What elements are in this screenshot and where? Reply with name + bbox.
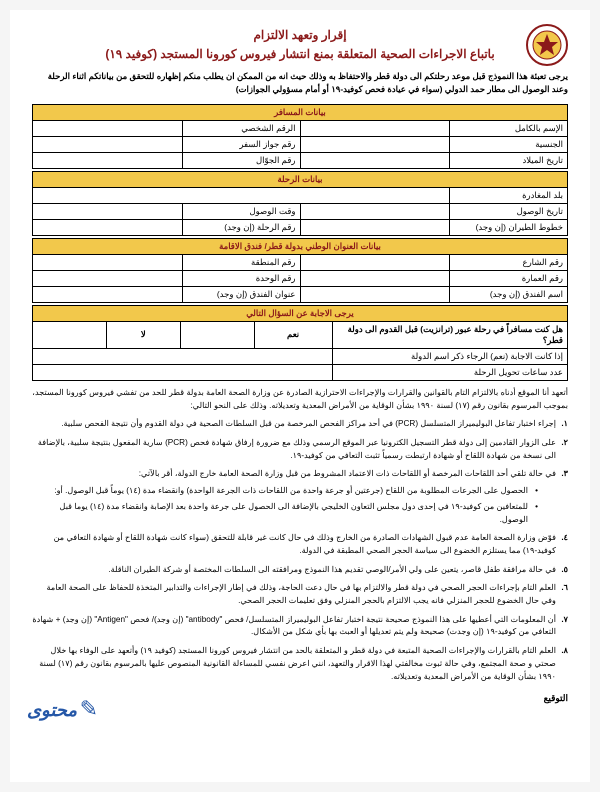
input-cell[interactable] (33, 348, 333, 364)
label: رقم الشارع (450, 254, 568, 270)
watermark-text: محتوى (27, 700, 77, 720)
input-cell[interactable] (33, 120, 183, 136)
pledge-sub: الحصول على الجرعات المطلوبة من اللقاح (ج… (32, 485, 538, 498)
pledge-item: فوّض وزارة الصحة العامة عدم قبول الشهادا… (32, 532, 568, 557)
label: رقم الوحدة (182, 270, 300, 286)
pledge-list: إجراء اختبار تفاعل البوليميراز المتسلسل … (32, 418, 568, 683)
title-line1: إقرار وتعهد الالتزام (32, 26, 568, 45)
question-1: هل كنت مسافراً في رحلة عبور (ترانزيت) قب… (332, 321, 567, 348)
input-cell[interactable] (300, 219, 450, 235)
label: الإسم بالكامل (450, 120, 568, 136)
no-box[interactable] (33, 321, 107, 348)
input-cell[interactable] (33, 152, 183, 168)
question-table: يرجى الاجابة عن السؤال التالي هل كنت مسا… (32, 305, 568, 381)
yes-box[interactable] (180, 321, 254, 348)
question-3: عدد ساعات تحويل الرحلة (332, 364, 567, 380)
address-table: بيانات العنوان الوطني بدولة قطر/ فندق ال… (32, 238, 568, 303)
pledge-item: في حالة مرافقة طفل قاصر، يتعين على ولي ا… (32, 564, 568, 577)
label: اسم الفندق (إن وجد) (450, 286, 568, 302)
section-passenger-header: بيانات المسافر (33, 104, 568, 120)
input-cell[interactable] (33, 254, 183, 270)
label: بلد المغادرة (450, 187, 568, 203)
label: وقت الوصول (182, 203, 300, 219)
pledge-item: إجراء اختبار تفاعل البوليميراز المتسلسل … (32, 418, 568, 431)
qatar-logo (526, 24, 568, 66)
input-cell[interactable] (300, 120, 450, 136)
label: رقم جواز السفر (182, 136, 300, 152)
section-address-header: بيانات العنوان الوطني بدولة قطر/ فندق ال… (33, 238, 568, 254)
question-2: إذا كانت الاجابة (نعم) الرجاء ذكر اسم ال… (332, 348, 567, 364)
title-line2: باتباع الاجراءات الصحية المتعلقة بمنع ان… (32, 45, 568, 64)
passenger-table: بيانات المسافر الإسم بالكامل الرقم الشخص… (32, 104, 568, 169)
input-cell[interactable] (300, 203, 450, 219)
input-cell[interactable] (300, 270, 450, 286)
no-label: لا (106, 321, 180, 348)
signature-label: التوقيع (32, 693, 568, 704)
input-cell[interactable] (33, 219, 183, 235)
input-cell[interactable] (300, 254, 450, 270)
input-cell[interactable] (33, 286, 183, 302)
pledge-item: في حالة تلقي أحد اللقاحات المرخصة أو الل… (32, 468, 568, 526)
pen-icon: ✎ (80, 696, 98, 721)
watermark: ✎ محتوى (18, 696, 98, 722)
pledge-intro: أتعهد أنا الموقع أدناه بالالتزام التام ب… (32, 387, 568, 412)
label: عنوان الفندق (إن وجد) (182, 286, 300, 302)
input-cell[interactable] (300, 152, 450, 168)
input-cell[interactable] (300, 286, 450, 302)
section-question-header: يرجى الاجابة عن السؤال التالي (33, 305, 568, 321)
input-cell[interactable] (33, 203, 183, 219)
input-cell[interactable] (33, 270, 183, 286)
pledge-item-text: في حالة تلقي أحد اللقاحات المرخصة أو الل… (139, 469, 556, 478)
pledge-section: أتعهد أنا الموقع أدناه بالالتزام التام ب… (32, 387, 568, 683)
label: رقم العمارة (450, 270, 568, 286)
input-cell[interactable] (33, 136, 183, 152)
label: خطوط الطيران (إن وجد) (450, 219, 568, 235)
trip-table: بيانات الرحلة بلد المغادرة تاريخ الوصول … (32, 171, 568, 236)
input-cell[interactable] (300, 136, 450, 152)
label: رقم المنطقة (182, 254, 300, 270)
pledge-item: العلم التام بإجراءات الحجر الصحي في دولة… (32, 582, 568, 607)
input-cell[interactable] (33, 187, 450, 203)
document-page: إقرار وتعهد الالتزام باتباع الاجراءات ال… (10, 10, 590, 782)
intro-text: يرجى تعبئة هذا النموذج قبل موعد رحلتكم ا… (32, 70, 568, 96)
label: تاريخ الميلاد (450, 152, 568, 168)
yes-label: نعم (254, 321, 332, 348)
pledge-item: على الزوار القادمين إلى دولة قطر التسجيل… (32, 437, 568, 462)
section-trip-header: بيانات الرحلة (33, 171, 568, 187)
label: الرقم الشخصي (182, 120, 300, 136)
pledge-sub: للمتعافين من كوفيد-١٩ في إحدى دول مجلس ا… (32, 501, 538, 526)
label: رقم الرحلة (إن وجد) (182, 219, 300, 235)
pledge-item: العلم التام بالقرارات والإجراءات الصحية … (32, 645, 568, 683)
label: تاريخ الوصول (450, 203, 568, 219)
label: رقم الجوّال (182, 152, 300, 168)
label: الجنسية (450, 136, 568, 152)
document-header: إقرار وتعهد الالتزام باتباع الاجراءات ال… (32, 26, 568, 64)
pledge-item: أن المعلومات التي أعطيها على هذا النموذج… (32, 614, 568, 639)
input-cell[interactable] (33, 364, 333, 380)
